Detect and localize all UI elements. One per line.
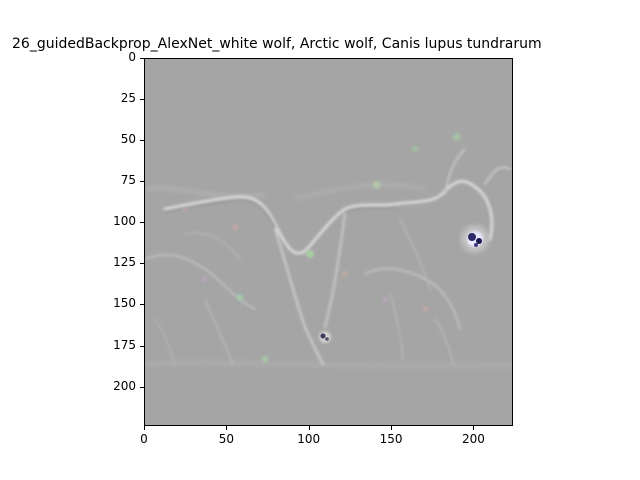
- x-tick-mark: [309, 426, 310, 430]
- saliency-map: [145, 59, 513, 426]
- wolf-eye-hotspot: [461, 225, 489, 253]
- y-tick-label: 100: [96, 214, 136, 228]
- x-tick-mark: [226, 426, 227, 430]
- y-tick-label: 150: [96, 296, 136, 310]
- saliency-image: [144, 58, 513, 426]
- y-tick-mark: [140, 99, 144, 100]
- y-tick-mark: [140, 304, 144, 305]
- x-tick-label: 100: [289, 432, 329, 446]
- x-tick-mark: [144, 426, 145, 430]
- y-tick-label: 25: [96, 91, 136, 105]
- x-tick-label: 150: [371, 432, 411, 446]
- y-tick-label: 125: [96, 255, 136, 269]
- x-tick-mark: [391, 426, 392, 430]
- y-tick-mark: [140, 346, 144, 347]
- y-tick-mark: [140, 222, 144, 223]
- x-tick-label: 200: [453, 432, 493, 446]
- y-tick-mark: [140, 58, 144, 59]
- x-tick-label: 50: [206, 432, 246, 446]
- y-tick-mark: [140, 263, 144, 264]
- y-tick-label: 75: [96, 173, 136, 187]
- y-tick-label: 50: [96, 132, 136, 146]
- x-tick-mark: [473, 426, 474, 430]
- x-tick-label: 0: [124, 432, 164, 446]
- y-tick-label: 175: [96, 338, 136, 352]
- y-tick-mark: [140, 140, 144, 141]
- y-tick-mark: [140, 181, 144, 182]
- wolf-paw-hotspot: [319, 331, 331, 343]
- y-tick-label: 0: [96, 50, 136, 64]
- y-tick-label: 200: [96, 379, 136, 393]
- y-tick-mark: [140, 387, 144, 388]
